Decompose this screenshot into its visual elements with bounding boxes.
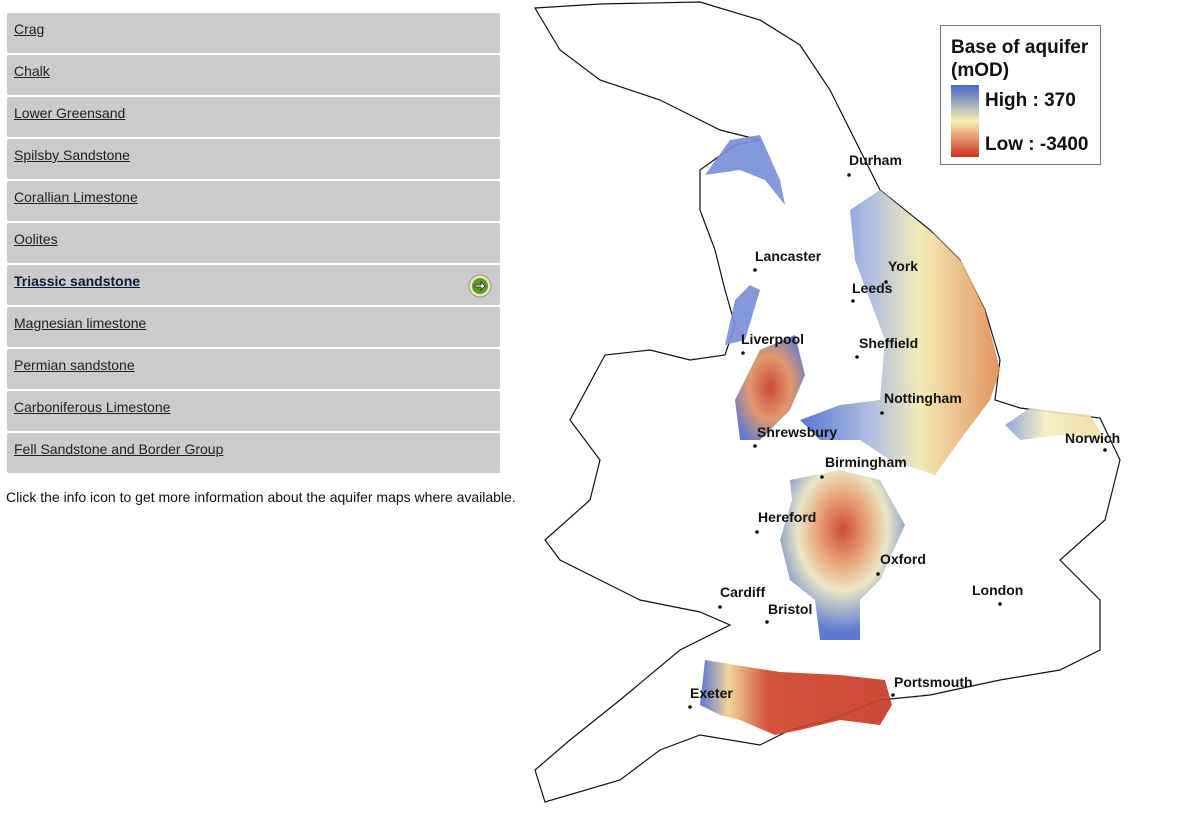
- menu-item: Fell Sandstone and Border Group: [7, 433, 500, 473]
- city-label: London: [972, 582, 1023, 598]
- city-label: Cardiff: [720, 584, 765, 600]
- city-dot: [753, 268, 757, 272]
- city-dot: [1103, 448, 1107, 452]
- city-label: Norwich: [1065, 430, 1120, 446]
- menu-item: Chalk: [7, 55, 500, 95]
- city-label: Shrewsbury: [757, 424, 837, 440]
- menu-link[interactable]: Corallian Limestone: [14, 189, 138, 205]
- city-label: Durham: [849, 152, 902, 168]
- menu-item: Spilsby Sandstone: [7, 139, 500, 179]
- menu-item: Crag: [7, 13, 500, 53]
- menu-link[interactable]: Crag: [14, 21, 45, 37]
- legend-title: Base of aquifer (mOD): [951, 37, 1089, 81]
- aquifer-extent: [700, 135, 1105, 735]
- city-dot: [851, 299, 855, 303]
- menu-item: Oolites: [7, 223, 500, 263]
- city-dot: [820, 475, 824, 479]
- city-dot: [755, 530, 759, 534]
- city-label: Portsmouth: [894, 674, 973, 690]
- menu-link[interactable]: Oolites: [14, 231, 58, 247]
- city-dot: [688, 705, 692, 709]
- city-label: Leeds: [852, 280, 893, 296]
- city-dot: [765, 620, 769, 624]
- menu-link[interactable]: Triassic sandstone: [14, 273, 141, 289]
- city-label: Lancaster: [755, 248, 822, 264]
- city-label: Birmingham: [825, 454, 907, 470]
- city-label: Exeter: [690, 685, 733, 701]
- city-label: Bristol: [768, 601, 812, 617]
- menu-link[interactable]: Lower Greensand: [14, 105, 126, 121]
- menu-link[interactable]: Spilsby Sandstone: [14, 147, 130, 163]
- menu-item: Permian sandstone: [7, 349, 500, 389]
- city-label: Hereford: [758, 509, 816, 525]
- city-dot: [718, 605, 722, 609]
- menu-link[interactable]: Permian sandstone: [14, 357, 135, 373]
- menu-item: Carboniferous Limestone: [7, 391, 500, 431]
- city-dot: [753, 444, 757, 448]
- city-label: Liverpool: [741, 331, 804, 347]
- city-label: York: [888, 258, 918, 274]
- info-note: Click the info icon to get more informat…: [6, 489, 516, 505]
- menu-item: Triassic sandstone: [7, 265, 500, 305]
- city-dot: [880, 411, 884, 415]
- menu-item: Corallian Limestone: [7, 181, 500, 221]
- legend-swatch: [951, 85, 979, 157]
- menu-item: Magnesian limestone: [7, 307, 500, 347]
- legend-low: Low : -3400: [985, 134, 1089, 155]
- city-dot: [847, 173, 851, 177]
- menu-link[interactable]: Chalk: [14, 63, 50, 79]
- city-dot: [876, 572, 880, 576]
- menu-link[interactable]: Fell Sandstone and Border Group: [14, 441, 224, 457]
- map: Durham Lancaster York Leeds Liverpool Sheffie…: [533, 1, 1121, 803]
- aquifer-menu: Crag Chalk Lower Greensand Spilsby Sandston…: [7, 13, 500, 475]
- info-icon[interactable]: [468, 274, 492, 298]
- city-dot: [741, 351, 745, 355]
- city-dot: [998, 602, 1002, 606]
- city-label: Nottingham: [884, 390, 962, 406]
- city-dot: [884, 280, 888, 284]
- city-label: Oxford: [880, 551, 926, 567]
- city-dot: [891, 693, 895, 697]
- menu-link[interactable]: Carboniferous Limestone: [14, 399, 171, 415]
- city-dot: [855, 355, 859, 359]
- legend: Base of aquifer (mOD) High : 370 Low : -…: [940, 25, 1101, 165]
- menu-link[interactable]: Magnesian limestone: [14, 315, 147, 331]
- legend-high: High : 370: [985, 90, 1076, 111]
- menu-item: Lower Greensand: [7, 97, 500, 137]
- city-label: Sheffield: [859, 335, 918, 351]
